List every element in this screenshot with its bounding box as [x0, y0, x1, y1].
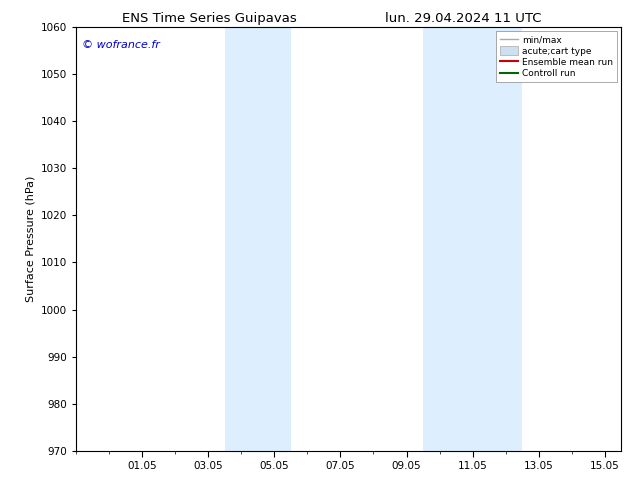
- Text: ENS Time Series Guipavas: ENS Time Series Guipavas: [122, 12, 297, 25]
- Bar: [258, 27, 291, 451]
- Y-axis label: Surface Pressure (hPa): Surface Pressure (hPa): [25, 176, 36, 302]
- Legend: min/max, acute;cart type, Ensemble mean run, Controll run: min/max, acute;cart type, Ensemble mean …: [496, 31, 617, 82]
- Text: lun. 29.04.2024 11 UTC: lun. 29.04.2024 11 UTC: [385, 12, 541, 25]
- Bar: [489, 27, 522, 451]
- Text: © wofrance.fr: © wofrance.fr: [82, 40, 159, 49]
- Bar: [225, 27, 258, 451]
- Bar: [423, 27, 489, 451]
